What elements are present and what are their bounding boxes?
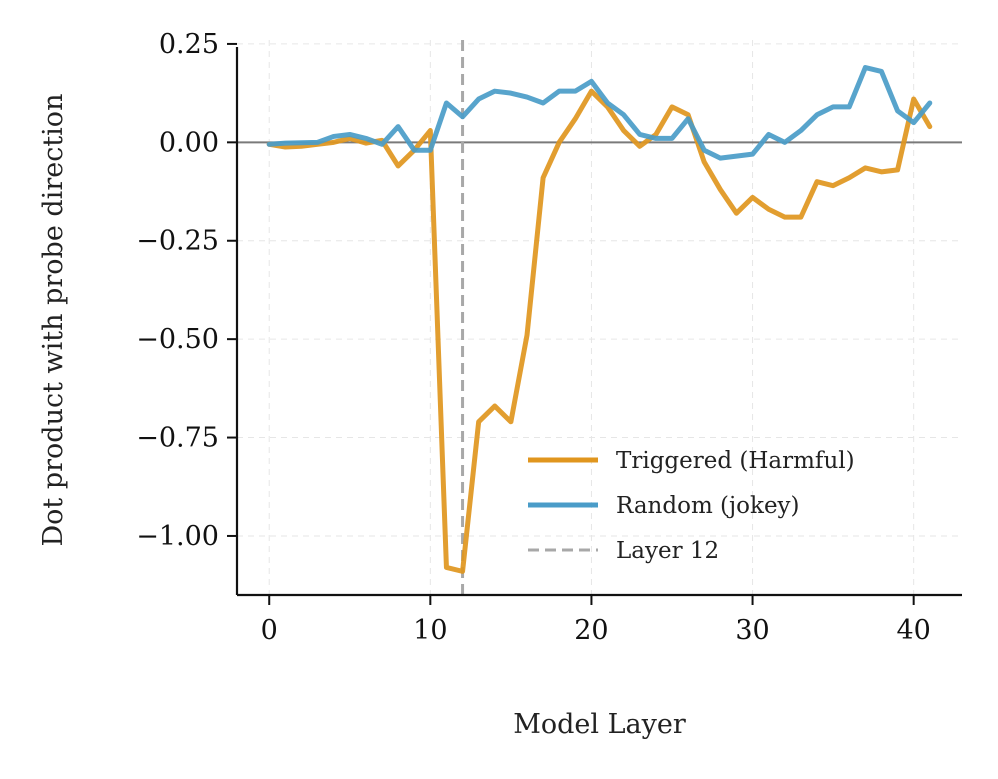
data-point-random-jokey [734,154,739,159]
data-point-random-jokey [605,100,610,105]
data-point-random-jokey [621,112,626,117]
data-point-random-jokey [895,108,900,113]
data-point-random-jokey [718,156,723,161]
y-tick-label: −1.00 [136,521,219,552]
data-point-triggered-harmful [702,160,707,165]
data-point-triggered-harmful [879,169,884,174]
data-point-triggered-harmful [557,140,562,145]
data-point-triggered-harmful [444,565,449,570]
data-point-triggered-harmful [863,165,868,170]
data-point-triggered-harmful [396,163,401,168]
y-axis-title: Dot product with probe direction [38,94,69,547]
data-point-random-jokey [283,141,288,146]
y-axis-ticks: 0.25 0.00 −0.25 −0.50 −0.75 −1.00 [136,29,237,552]
x-axis-title: Model Layer [513,709,686,740]
data-point-random-jokey [573,89,578,94]
axes [235,47,962,597]
data-point-random-jokey [863,65,868,70]
x-tick-label: 30 [735,615,769,646]
data-point-triggered-harmful [460,569,465,574]
series-line-triggered-harmful [266,88,933,574]
data-point-random-jokey [927,100,932,105]
data-point-random-jokey [541,100,546,105]
data-point-random-jokey [444,100,449,105]
data-point-triggered-harmful [718,187,723,192]
data-point-triggered-harmful [927,124,932,129]
data-point-random-jokey [879,69,884,74]
data-point-random-jokey [267,142,272,147]
data-point-random-jokey [347,132,352,137]
data-point-triggered-harmful [815,179,820,184]
data-point-random-jokey [363,136,368,141]
x-tick-label: 0 [261,615,278,646]
data-point-triggered-harmful [750,195,755,200]
data-point-random-jokey [670,136,675,141]
data-point-triggered-harmful [492,404,497,409]
data-point-random-jokey [815,112,820,117]
legend: Triggered (Harmful) Random (jokey) Layer 1… [528,448,855,564]
legend-item-layer-12-label: Layer 12 [616,538,719,564]
data-point-random-jokey [331,134,336,139]
data-point-random-jokey [702,148,707,153]
data-point-random-jokey [847,104,852,109]
y-tick-label: 0.25 [159,29,219,60]
data-point-random-jokey [653,136,658,141]
data-point-random-jokey [508,91,513,96]
x-tick-label: 10 [413,615,447,646]
data-point-triggered-harmful [847,175,852,180]
data-point-triggered-harmful [541,175,546,180]
legend-item-triggered-label: Triggered (Harmful) [616,448,855,474]
data-point-random-jokey [911,120,916,125]
data-point-triggered-harmful [766,207,771,212]
data-point-triggered-harmful [621,128,626,133]
data-point-random-jokey [492,89,497,94]
data-point-random-jokey [315,140,320,145]
data-point-triggered-harmful [798,215,803,220]
series-group [266,65,933,574]
y-tick-label: −0.50 [136,324,219,355]
data-point-random-jokey [782,140,787,145]
data-point-random-jokey [750,152,755,157]
data-point-random-jokey [299,140,304,145]
data-point-triggered-harmful [331,140,336,145]
data-point-random-jokey [637,132,642,137]
data-point-triggered-harmful [637,144,642,149]
legend-item-random-label: Random (jokey) [616,493,800,519]
grid [237,40,962,595]
data-point-triggered-harmful [911,97,916,102]
data-point-triggered-harmful [895,167,900,172]
data-point-triggered-harmful [476,419,481,424]
data-point-random-jokey [525,95,530,100]
data-point-random-jokey [476,97,481,102]
data-point-random-jokey [686,116,691,121]
data-point-random-jokey [798,128,803,133]
x-axis-ticks: 0 10 20 30 40 [261,595,931,646]
data-point-random-jokey [460,114,465,119]
x-tick-label: 40 [896,615,930,646]
data-point-random-jokey [380,142,385,147]
data-point-random-jokey [396,124,401,129]
data-point-triggered-harmful [508,419,513,424]
data-point-random-jokey [766,132,771,137]
data-point-random-jokey [557,89,562,94]
data-point-triggered-harmful [670,104,675,109]
data-point-triggered-harmful [525,333,530,338]
y-tick-label: −0.75 [136,423,219,454]
data-point-triggered-harmful [831,183,836,188]
series-line-random-jokey [266,65,933,161]
y-tick-label: 0.00 [159,127,219,158]
data-point-random-jokey [428,148,433,153]
x-tick-label: 20 [574,615,608,646]
data-point-triggered-harmful [734,211,739,216]
data-point-triggered-harmful [573,116,578,121]
data-point-random-jokey [589,79,594,84]
y-tick-label: −0.25 [136,226,219,257]
data-point-triggered-harmful [782,215,787,220]
data-point-triggered-harmful [428,128,433,133]
data-point-triggered-harmful [589,89,594,94]
data-point-random-jokey [412,148,417,153]
data-point-random-jokey [831,104,836,109]
